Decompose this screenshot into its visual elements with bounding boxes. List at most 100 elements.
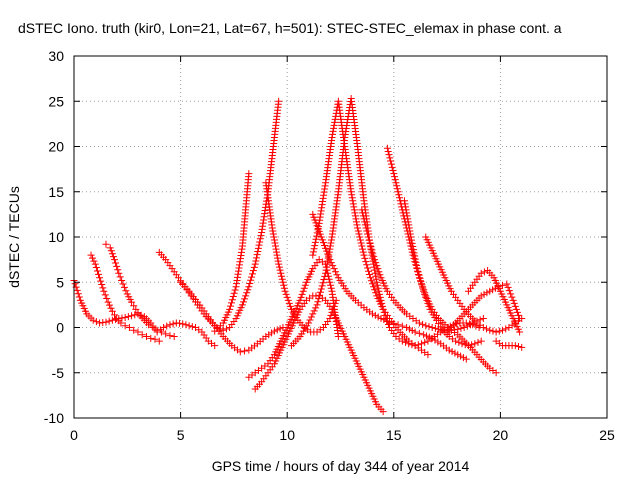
data-point-plus-marker — [313, 232, 321, 240]
series-2 — [87, 251, 163, 345]
data-point-plus-marker — [391, 176, 399, 184]
data-point-plus-marker — [412, 258, 420, 266]
data-point-plus-marker — [245, 170, 253, 178]
data-point-plus-marker — [281, 287, 289, 295]
data-point-plus-marker — [387, 160, 395, 168]
data-point-plus-marker — [92, 318, 100, 326]
data-point-plus-marker — [422, 332, 430, 340]
data-point-plus-marker — [117, 319, 125, 327]
data-point-plus-marker — [73, 286, 81, 294]
data-point-plus-marker — [406, 227, 414, 235]
data-point-plus-marker — [269, 227, 277, 235]
data-point-plus-marker — [362, 224, 370, 232]
data-point-plus-marker — [402, 206, 410, 214]
data-point-plus-marker — [404, 218, 412, 226]
data-point-plus-marker — [353, 221, 361, 229]
data-point-plus-marker — [253, 251, 261, 259]
series-19 — [492, 337, 526, 351]
data-point-plus-marker — [275, 260, 283, 268]
data-point-plus-marker — [489, 327, 497, 335]
data-point-plus-marker — [367, 243, 375, 251]
data-point-plus-marker — [388, 163, 396, 171]
data-point-plus-marker — [276, 266, 284, 274]
data-point-plus-marker — [375, 287, 383, 295]
data-point-plus-marker — [113, 262, 121, 270]
data-point-plus-marker — [377, 314, 385, 322]
data-point-plus-marker — [390, 170, 398, 178]
data-point-plus-marker — [347, 188, 355, 196]
data-point-plus-marker — [364, 264, 372, 272]
data-point-plus-marker — [241, 295, 249, 303]
data-point-plus-marker — [390, 319, 398, 327]
data-point-plus-marker — [328, 308, 336, 316]
data-point-plus-marker — [462, 319, 470, 327]
data-point-plus-marker — [352, 215, 360, 223]
data-point-plus-marker — [362, 258, 370, 266]
data-point-plus-marker — [359, 245, 367, 253]
data-point-plus-marker — [434, 338, 442, 346]
data-point-plus-marker — [408, 239, 416, 247]
data-point-plus-marker — [298, 290, 306, 298]
data-point-plus-marker — [256, 235, 264, 243]
data-point-plus-marker — [112, 259, 120, 267]
axis-ticks — [73, 55, 608, 419]
data-point-plus-marker — [268, 224, 276, 232]
data-point-plus-marker — [458, 340, 466, 348]
data-point-plus-marker — [75, 293, 83, 301]
data-point-plus-marker — [250, 263, 258, 271]
data-point-plus-marker — [486, 287, 494, 295]
data-point-plus-marker — [394, 188, 402, 196]
data-point-plus-marker — [384, 147, 392, 155]
data-point-plus-marker — [332, 296, 340, 304]
data-point-plus-marker — [360, 215, 368, 223]
data-point-plus-marker — [252, 254, 260, 262]
data-point-plus-marker — [285, 299, 293, 307]
data-point-plus-marker — [400, 197, 408, 205]
y-tick-labels: -10 -5 0 5 10 15 20 25 30 — [44, 48, 64, 426]
data-point-plus-marker — [265, 331, 273, 339]
data-point-plus-marker — [403, 324, 411, 331]
data-point-plus-marker — [316, 291, 324, 299]
data-point-plus-marker — [328, 133, 336, 141]
data-point-plus-marker — [409, 243, 417, 251]
data-point-plus-marker — [380, 316, 388, 324]
data-point-plus-marker — [243, 289, 251, 297]
data-point-plus-marker — [474, 338, 482, 346]
data-point-plus-marker — [147, 334, 155, 342]
data-point-plus-marker — [452, 337, 460, 345]
data-point-plus-marker — [451, 349, 459, 357]
data-point-plus-marker — [296, 296, 304, 304]
data-point-plus-marker — [414, 268, 422, 276]
data-point-plus-marker — [495, 327, 503, 335]
data-point-plus-marker — [278, 275, 286, 283]
data-point-plus-marker — [151, 335, 159, 343]
data-point-plus-marker — [74, 290, 82, 298]
data-point-plus-marker — [227, 299, 235, 307]
data-points — [70, 95, 526, 416]
data-point-plus-marker — [317, 285, 325, 293]
data-point-plus-marker — [425, 302, 433, 310]
data-point-plus-marker — [326, 314, 334, 322]
data-point-plus-marker — [375, 268, 383, 276]
data-point-plus-marker — [332, 268, 340, 276]
data-point-plus-marker — [480, 268, 488, 276]
data-point-plus-marker — [245, 283, 253, 291]
data-point-plus-marker — [211, 342, 219, 350]
series-4 — [155, 97, 283, 334]
data-point-plus-marker — [464, 342, 472, 350]
data-point-plus-marker — [87, 251, 95, 259]
data-point-plus-marker — [279, 278, 287, 286]
data-point-plus-marker — [418, 340, 426, 348]
data-point-plus-marker — [262, 333, 270, 341]
data-point-plus-marker — [104, 298, 112, 306]
data-point-plus-marker — [254, 247, 262, 255]
data-point-plus-marker — [428, 324, 436, 331]
data-point-plus-marker — [283, 293, 291, 301]
data-point-plus-marker — [409, 246, 417, 254]
data-point-plus-marker — [373, 281, 381, 289]
data-point-plus-marker — [313, 301, 321, 309]
data-point-plus-marker — [386, 154, 394, 162]
x-tick-label: 25 — [599, 427, 615, 443]
x-axis-label: GPS time / hours of day 344 of year 2014 — [212, 458, 470, 474]
data-point-plus-marker — [383, 317, 391, 325]
